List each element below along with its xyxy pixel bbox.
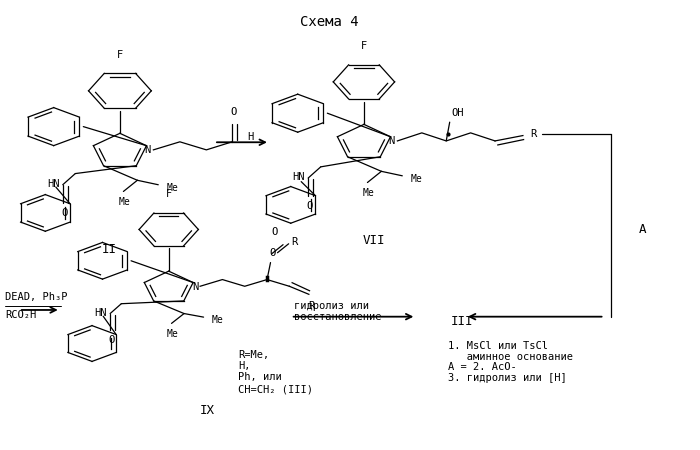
Text: CH=CH₂ (III): CH=CH₂ (III) [239,384,314,394]
Text: O: O [61,208,67,218]
Text: N: N [192,282,198,292]
Text: HN: HN [94,308,106,318]
Text: Me: Me [119,197,131,207]
Text: H,: H, [239,361,251,371]
Text: Ph, или: Ph, или [239,372,282,382]
Text: F: F [360,41,367,51]
Text: F: F [117,50,123,59]
Text: A = 2. AcO-: A = 2. AcO- [447,362,517,372]
Text: RCO₂H: RCO₂H [5,310,36,320]
Text: Me: Me [212,315,224,325]
Text: O: O [230,107,237,117]
Text: 3. гидролиз или [H]: 3. гидролиз или [H] [447,373,566,383]
Text: R: R [308,301,314,311]
Text: O: O [307,201,313,212]
Text: O: O [108,334,115,345]
Text: HN: HN [47,179,60,189]
Text: N: N [145,145,151,155]
Text: R: R [530,129,536,139]
Text: Me: Me [167,183,178,194]
Text: DEAD, Ph₃P: DEAD, Ph₃P [5,292,67,302]
Text: N: N [389,136,395,146]
Text: HN: HN [292,172,304,182]
Text: гидролиз или: гидролиз или [294,302,369,311]
Text: O: O [272,227,278,237]
Text: Me: Me [167,329,178,339]
Text: аминное основание: аминное основание [447,352,573,362]
Text: R: R [291,238,298,248]
Text: III: III [451,315,474,328]
Text: II: II [102,243,117,256]
Text: OH: OH [452,108,464,117]
Text: F: F [166,189,172,199]
Text: O: O [270,248,276,258]
Text: Me: Me [411,175,422,184]
Text: восстановление: восстановление [294,312,382,322]
Text: VII: VII [363,234,386,247]
Text: Me: Me [363,189,375,198]
Text: H: H [248,132,254,142]
Text: 1. MsCl или TsCl: 1. MsCl или TsCl [447,341,547,351]
Text: A: A [639,223,647,236]
Text: Схема 4: Схема 4 [300,15,358,29]
Text: IX: IX [199,404,215,417]
Text: R=Me,: R=Me, [239,350,270,360]
